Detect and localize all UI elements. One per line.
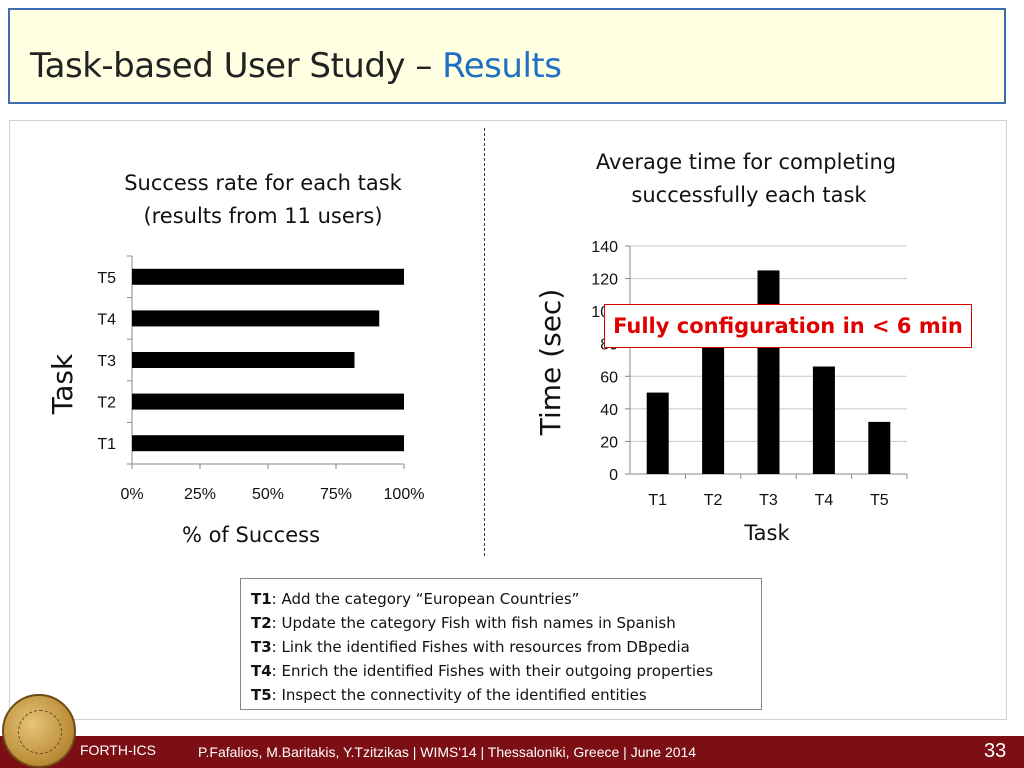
chart-title-line-1: Success rate for each task: [124, 171, 402, 195]
task-id: T3: [251, 638, 272, 656]
y-tick-label: 140: [591, 239, 618, 256]
x-tick-label: 50%: [252, 486, 284, 503]
task-description-t4: T4: Enrich the identified Fishes with th…: [251, 659, 751, 683]
footer-citation: P.Fafalios, M.Baritakis, Y.Tzitzikas | W…: [198, 744, 697, 760]
task-id: T5: [251, 686, 272, 704]
y-tick-label: 120: [591, 272, 618, 289]
x-tick-label: 75%: [320, 486, 352, 503]
task-description-t3: T3: Link the identified Fishes with reso…: [251, 635, 751, 659]
task-text: : Inspect the connectivity of the identi…: [271, 686, 647, 704]
success-rate-chart: Success rate for each task (results from…: [46, 171, 425, 547]
title-box: Task-based User Study – Results: [8, 8, 1006, 104]
slide-title: Task-based User Study – Results: [30, 46, 562, 86]
university-seal-logo: [2, 694, 76, 768]
task-id: T1: [251, 590, 272, 608]
chart-title-line-2: (results from 11 users): [143, 204, 382, 228]
bar-t1: [646, 392, 669, 474]
x-tick-label: T3: [759, 492, 778, 509]
x-axis-label: Task: [743, 521, 790, 545]
task-description-t1: T1: Add the category “European Countries…: [251, 587, 751, 611]
bar-t2: [702, 343, 725, 474]
bar-t5: [868, 421, 891, 474]
y-tick-label: 40: [600, 402, 618, 419]
slide-title-main: Task-based User Study –: [30, 46, 443, 86]
task-text: : Link the identified Fishes with resour…: [271, 638, 690, 656]
footer-bar: [0, 736, 1024, 768]
bar-t3: [757, 270, 780, 474]
task-id: T4: [251, 662, 272, 680]
x-tick-label: T1: [648, 492, 667, 509]
task-text: : Add the category “European Countries”: [271, 590, 580, 608]
y-tick-label: 60: [600, 369, 618, 386]
task-text: : Update the category Fish with fish nam…: [271, 614, 676, 632]
x-tick-label: 100%: [384, 486, 425, 503]
x-tick-label: 0%: [120, 486, 143, 503]
bar-t1: [132, 435, 404, 452]
x-tick-label: T4: [815, 492, 834, 509]
x-tick-label: 25%: [184, 486, 216, 503]
x-tick-label: T5: [870, 492, 889, 509]
callout-note: Fully configuration in < 6 min: [604, 304, 972, 348]
chart-title-line-1: Average time for completing: [596, 150, 896, 174]
y-tick-label: T3: [97, 353, 116, 370]
bar-t2: [132, 393, 404, 410]
y-tick-label: 20: [600, 434, 618, 451]
chart-divider: [484, 128, 485, 556]
y-axis-label: Task: [46, 353, 79, 415]
x-tick-label: T2: [704, 492, 723, 509]
y-tick-label: 0: [609, 467, 618, 484]
y-tick-label: T5: [97, 270, 116, 287]
bar-t4: [132, 310, 380, 327]
footer-org: FORTH-ICS: [80, 742, 156, 758]
x-axis-label: % of Success: [182, 523, 320, 547]
y-tick-label: T4: [97, 311, 116, 328]
task-description-t5: T5: Inspect the connectivity of the iden…: [251, 683, 751, 707]
bar-t3: [132, 352, 355, 368]
task-description-box: T1: Add the category “European Countries…: [240, 578, 762, 710]
bar-t4: [812, 366, 835, 474]
y-tick-label: T1: [97, 436, 116, 453]
task-id: T2: [251, 614, 272, 632]
page-number: 33: [984, 740, 1007, 762]
task-text: : Enrich the identified Fishes with thei…: [271, 662, 714, 680]
chart-title-line-2: successfully each task: [631, 183, 867, 207]
bar-t5: [132, 268, 404, 285]
y-axis-label: Time (sec): [534, 289, 567, 436]
y-tick-label: T2: [97, 395, 116, 412]
slide-title-accent: Results: [442, 46, 562, 86]
task-description-t2: T2: Update the category Fish with fish n…: [251, 611, 751, 635]
average-time-chart: Average time for completing successfully…: [534, 150, 908, 545]
